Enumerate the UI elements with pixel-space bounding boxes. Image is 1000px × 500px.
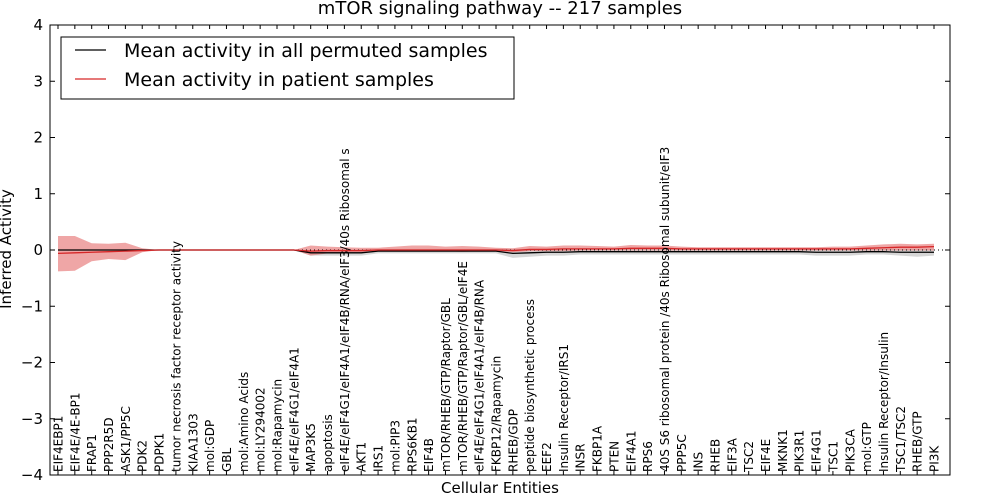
y-tick-label: −4 bbox=[21, 466, 43, 484]
x-tick-label: Insulin Receptor/IRS1 bbox=[557, 344, 571, 472]
x-tick-label: mol:GDP bbox=[203, 420, 217, 472]
x-tick-label: EIF3A bbox=[725, 437, 739, 472]
x-tick-label: RPS6 bbox=[641, 441, 655, 472]
x-tick-label: EIF4E bbox=[759, 439, 773, 472]
x-tick-label: PPP5C bbox=[675, 434, 689, 472]
x-tick-label: eIF4E/eIF4G1/eIF4A1/eIF4B/RNA bbox=[473, 279, 487, 472]
x-axis-label: Cellular Entities bbox=[441, 479, 559, 497]
x-tick-label: eIF4E/eIF4G1/eIF4A1 bbox=[287, 347, 301, 472]
x-tick-label: EIF4EBP1 bbox=[52, 416, 66, 472]
x-tick-label: PDK2 bbox=[136, 440, 150, 472]
x-tick-label: FKBP1A bbox=[591, 425, 605, 472]
y-tick-label: −1 bbox=[21, 297, 43, 315]
x-tick-label: AKT1 bbox=[355, 442, 369, 472]
x-tick-label: mol:Rapamycin bbox=[271, 379, 285, 472]
x-tick-label: EEF2 bbox=[540, 442, 554, 472]
x-tick-label: MAP3K5 bbox=[304, 423, 318, 472]
x-tick-label: GBL bbox=[220, 447, 234, 472]
legend-box bbox=[60, 36, 515, 100]
x-tick-label: RHEB/GTP bbox=[911, 411, 925, 472]
x-tick-label: PIK3R1 bbox=[793, 430, 807, 472]
patient-mean-line bbox=[57, 245, 935, 255]
y-axis-label: Inferred Activity bbox=[0, 189, 15, 309]
y-tick-label: −3 bbox=[21, 410, 43, 428]
x-tick-label: eIF4E/eIF4G1/eIF4A1/eIF4B/RNA/eIF3/40s R… bbox=[338, 148, 352, 472]
x-tick-label: PIK3CA bbox=[843, 428, 857, 472]
x-tick-label: mol:LY294002 bbox=[254, 387, 268, 472]
chart-title: mTOR signaling pathway -- 217 samples bbox=[318, 0, 682, 19]
x-tick-label: EIF4B bbox=[422, 438, 436, 472]
x-tick-label: ASK1/PP5C bbox=[119, 406, 133, 472]
x-tick-label: PI3K bbox=[928, 445, 942, 472]
x-tick-label: FRAP1 bbox=[85, 434, 99, 472]
x-tick-label: PTEN bbox=[607, 441, 621, 472]
x-tick-label: EIF4A1 bbox=[624, 430, 638, 472]
x-tick-label: KIAA1303 bbox=[186, 413, 200, 472]
x-tick-label: TSC1 bbox=[826, 441, 840, 473]
legend-label-patient: Mean activity in patient samples bbox=[124, 69, 434, 91]
x-tick-label: mol:Amino Acids bbox=[237, 372, 251, 472]
x-tick-label: FKBP12/Rapamycin bbox=[490, 356, 504, 472]
x-tick-label: EIF4E/4E-BP1 bbox=[68, 392, 82, 472]
x-tick-label: mol:GTP bbox=[860, 422, 874, 472]
x-tick-labels: EIF4EBP1 EIF4E/4E-BP1 FRAP1 PPP2R5D ASK1/PP5… bbox=[52, 147, 942, 473]
y-tick-label: 0 bbox=[33, 241, 43, 259]
x-tick-label: Insulin Receptor/Insulin bbox=[877, 332, 891, 472]
x-tick-label: TSC1/TSC2 bbox=[894, 406, 908, 473]
x-tick-label: mTOR/RHEB/GTP/Raptor/GBL bbox=[439, 298, 453, 472]
x-tick-label: PPP2R5D bbox=[102, 417, 116, 472]
y-axis: −4 −3 −2 −1 0 1 2 3 4 bbox=[21, 16, 950, 484]
x-tick-label: RPS6KB1 bbox=[405, 417, 419, 472]
y-tick-label: 2 bbox=[33, 129, 43, 147]
x-tick-label: IRS1 bbox=[372, 445, 386, 472]
legend: Mean activity in all permuted samples Me… bbox=[60, 36, 515, 100]
x-tick-label: mTOR/RHEB/GTP/Raptor/GBL/eIF4E bbox=[456, 261, 470, 472]
y-tick-label: 1 bbox=[33, 185, 43, 203]
x-tick-label: INSR bbox=[574, 444, 588, 472]
x-tick-label: tumor necrosis factor receptor activity bbox=[169, 241, 183, 472]
x-tick-label: mol:PIP3 bbox=[388, 420, 402, 472]
x-tick-label: 40S S6 ribosomal protein /40s Ribosomal … bbox=[658, 147, 672, 472]
x-tick-label: apoptosis bbox=[321, 414, 335, 472]
x-tick-label: RHEB bbox=[709, 439, 723, 472]
x-tick-label: PDPK1 bbox=[153, 433, 167, 472]
y-tick-label: 4 bbox=[33, 16, 43, 34]
x-tick-label: EIF4G1 bbox=[810, 429, 824, 472]
x-tick-label: RHEB/GDP bbox=[506, 409, 520, 472]
legend-label-permuted: Mean activity in all permuted samples bbox=[124, 40, 487, 62]
x-tick-label: TSC2 bbox=[742, 441, 756, 473]
x-tick-label: MKNK1 bbox=[776, 429, 790, 472]
y-tick-label: −2 bbox=[21, 354, 43, 372]
x-tick-label: INS bbox=[692, 452, 706, 472]
x-tick-label: peptide biosynthetic process bbox=[523, 299, 537, 472]
y-tick-label: 3 bbox=[33, 72, 43, 90]
